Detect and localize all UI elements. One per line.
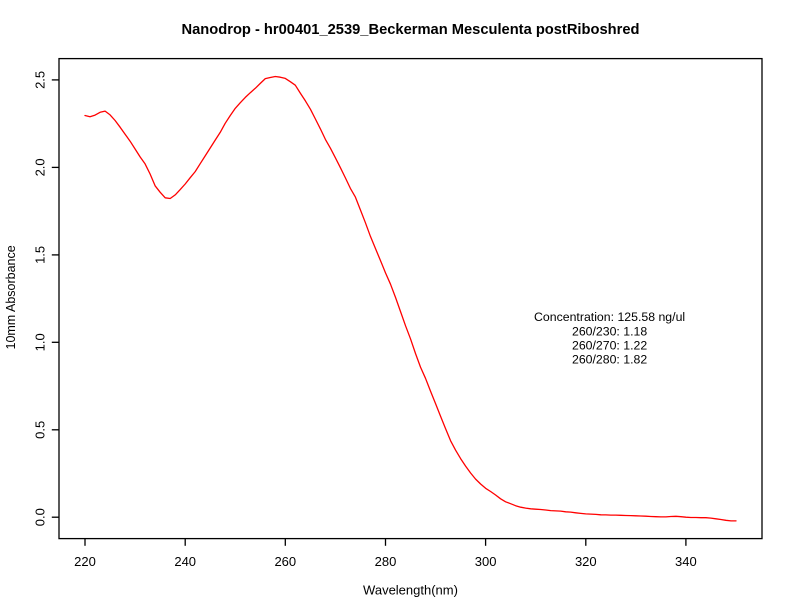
- svg-text:10mm Absorbance: 10mm Absorbance: [4, 245, 18, 349]
- svg-text:260: 260: [274, 554, 296, 569]
- svg-text:320: 320: [575, 554, 597, 569]
- svg-text:260/230: 1.18: 260/230: 1.18: [572, 324, 647, 338]
- svg-text:Nanodrop - hr00401_2539_Becker: Nanodrop - hr00401_2539_Beckerman Mescul…: [182, 22, 640, 38]
- svg-text:0.0: 0.0: [33, 508, 48, 526]
- svg-text:340: 340: [675, 554, 697, 569]
- svg-text:1.5: 1.5: [33, 246, 48, 264]
- svg-text:300: 300: [475, 554, 497, 569]
- svg-text:2.0: 2.0: [33, 158, 48, 176]
- svg-text:260/270: 1.22: 260/270: 1.22: [572, 338, 647, 352]
- svg-text:2.5: 2.5: [33, 71, 48, 89]
- svg-text:240: 240: [174, 554, 196, 569]
- svg-text:0.5: 0.5: [33, 421, 48, 439]
- svg-text:260/280: 1.82: 260/280: 1.82: [572, 352, 647, 366]
- svg-text:220: 220: [74, 554, 96, 569]
- svg-text:1.0: 1.0: [33, 333, 48, 351]
- svg-text:Wavelength(nm): Wavelength(nm): [363, 583, 458, 598]
- svg-text:280: 280: [375, 554, 397, 569]
- svg-text:Concentration: 125.58 ng/ul: Concentration: 125.58 ng/ul: [534, 310, 685, 324]
